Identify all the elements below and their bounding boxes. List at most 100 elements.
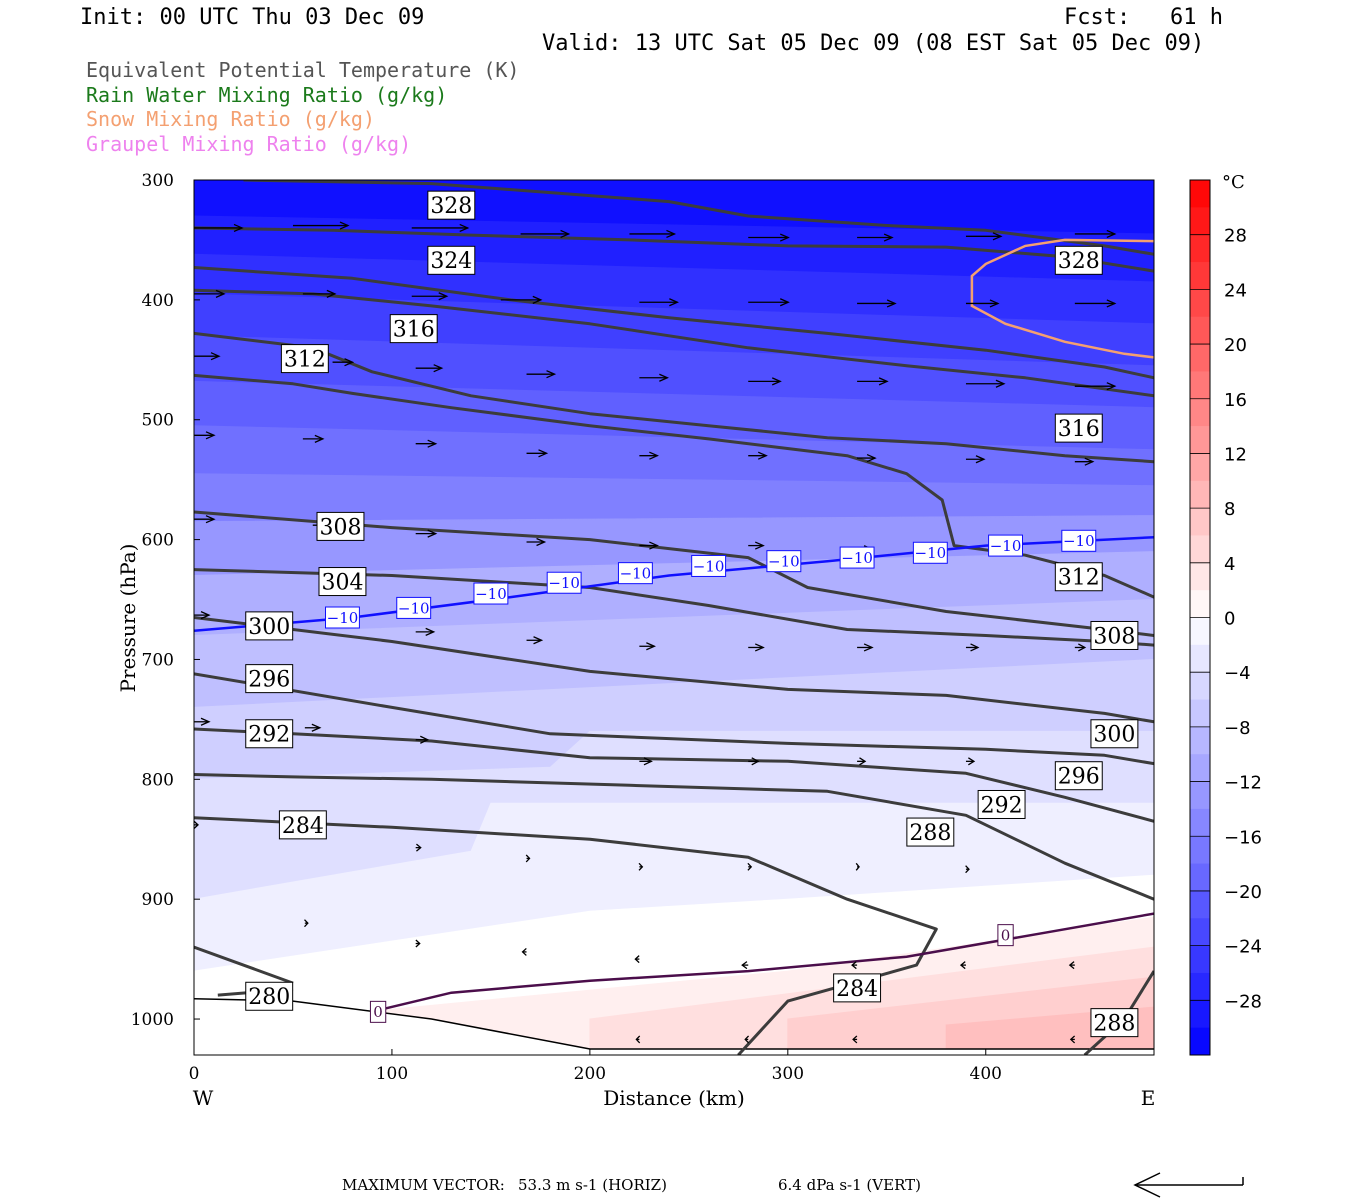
theta-e-contour-324 bbox=[194, 226, 1154, 273]
svg-text:308: 308 bbox=[1093, 624, 1135, 649]
svg-text:288: 288 bbox=[1093, 1012, 1135, 1037]
svg-text:−10: −10 bbox=[548, 574, 580, 592]
wind-vector bbox=[1074, 643, 1087, 652]
y-tick-label: 1000 bbox=[131, 1010, 174, 1030]
svg-text:284: 284 bbox=[836, 977, 878, 1002]
theta-e-contour-296 bbox=[194, 568, 1154, 647]
svg-text:316: 316 bbox=[393, 318, 435, 343]
wind-vector bbox=[965, 379, 1006, 388]
wind-vector bbox=[959, 961, 966, 970]
colorbar-segment bbox=[1190, 808, 1210, 837]
svg-text:−10: −10 bbox=[620, 565, 652, 583]
colorbar-segment bbox=[1190, 918, 1210, 947]
isotherm-label: −10 bbox=[839, 546, 875, 569]
colorbar: 28 24 20 16 12 8 4 0 −4 −8 −12 −16 −20 −24 −28 °C bbox=[1189, 172, 1262, 1056]
wind-vector bbox=[526, 537, 547, 547]
plot-frame bbox=[193, 179, 1155, 1056]
wind-vector bbox=[194, 431, 216, 440]
wind-vector bbox=[639, 373, 669, 382]
svg-text:292: 292 bbox=[981, 793, 1023, 818]
theta-e-label: 304 bbox=[318, 567, 367, 597]
wind-vector bbox=[857, 643, 874, 652]
wind-vector bbox=[639, 757, 653, 766]
wind-vector bbox=[857, 377, 889, 386]
colorbar-tick-label: 16 bbox=[1224, 390, 1247, 411]
theta-e-label: 316 bbox=[389, 314, 438, 344]
isotherm-label: 0 bbox=[997, 924, 1014, 947]
isotherm-label: −10 bbox=[912, 541, 948, 564]
x-axis-label: Distance (km) bbox=[603, 1086, 745, 1110]
theta-e-contour-272 bbox=[194, 945, 294, 985]
wind-vector bbox=[194, 289, 226, 298]
wind-vector bbox=[965, 455, 986, 464]
colorbar-segment bbox=[1190, 398, 1210, 427]
colorbar-segment bbox=[1190, 289, 1210, 318]
colorbar-segment bbox=[1190, 1000, 1210, 1029]
below-ground bbox=[194, 998, 1154, 1055]
y-tick-label: 700 bbox=[142, 650, 174, 670]
wind-vector bbox=[194, 515, 216, 524]
wind-vector bbox=[1074, 382, 1117, 391]
theta-e-label: 312 bbox=[280, 344, 329, 374]
theta-e-label: 300 bbox=[245, 611, 294, 641]
theta-e-label: 288 bbox=[1090, 1008, 1139, 1038]
wind-vector bbox=[500, 295, 543, 304]
wind-vector bbox=[852, 1035, 858, 1044]
svg-text:328: 328 bbox=[430, 194, 472, 219]
theta-e-label: 284 bbox=[278, 810, 327, 840]
theta-e-contour-312 bbox=[194, 288, 1154, 398]
temp-band bbox=[194, 293, 1154, 367]
svg-text:288: 288 bbox=[909, 821, 951, 846]
svg-text:284: 284 bbox=[282, 814, 324, 839]
wind-vector bbox=[965, 865, 970, 874]
svg-text:−10: −10 bbox=[1063, 532, 1095, 550]
wind-vector bbox=[302, 434, 325, 443]
theta-e-label: 292 bbox=[977, 789, 1026, 819]
legend-graupel: Graupel Mixing Ratio (g/kg) bbox=[86, 132, 412, 156]
colorbar-segment bbox=[1190, 426, 1210, 454]
svg-text:300: 300 bbox=[248, 615, 290, 640]
wind-vector bbox=[304, 919, 309, 928]
colorbar-tick-label: −28 bbox=[1224, 991, 1262, 1012]
theta-e-label: 280 bbox=[245, 981, 294, 1011]
legend-snow: Snow Mixing Ratio (g/kg) bbox=[86, 107, 375, 131]
isotherm-label: −10 bbox=[396, 596, 432, 619]
svg-text:324: 324 bbox=[430, 249, 472, 274]
theta-e-label: 284 bbox=[833, 973, 882, 1003]
wind-vector bbox=[415, 843, 422, 852]
max-vector-vert: 6.4 dPa s-1 (VERT) bbox=[778, 1176, 921, 1194]
wind-vector bbox=[744, 1035, 750, 1044]
wind-vector bbox=[521, 947, 527, 956]
colorbar-tick-label: −8 bbox=[1224, 718, 1251, 739]
wind-vector bbox=[1069, 1035, 1076, 1044]
svg-text:292: 292 bbox=[248, 723, 290, 748]
wind-vector bbox=[857, 233, 894, 242]
theta-e-contour-288 bbox=[194, 672, 1154, 766]
wind-vector bbox=[415, 364, 444, 373]
svg-text:308: 308 bbox=[319, 515, 361, 540]
theta-e-contour-292 bbox=[194, 616, 1154, 724]
theta-e-contour-284 bbox=[194, 727, 1154, 823]
svg-text:280: 280 bbox=[248, 985, 290, 1010]
wind-vector bbox=[639, 298, 679, 307]
wind-vector bbox=[857, 757, 867, 766]
colorbar-segment bbox=[1190, 453, 1210, 482]
theta-e-contour-300 bbox=[194, 510, 1154, 637]
svg-text:316: 316 bbox=[1058, 417, 1100, 442]
isotherm-label: −10 bbox=[766, 550, 802, 573]
east-label: E bbox=[1141, 1086, 1156, 1110]
temp-band bbox=[194, 380, 1154, 451]
colorbar-segment bbox=[1190, 863, 1210, 892]
colorbar-segment bbox=[1190, 180, 1210, 208]
isotherm-zero bbox=[375, 912, 1154, 1012]
wind-vector bbox=[855, 862, 860, 871]
wind-vector bbox=[415, 939, 421, 948]
isotherm-label: −10 bbox=[1061, 529, 1097, 552]
wind-vector bbox=[629, 229, 677, 239]
y-tick-label: 400 bbox=[142, 291, 174, 311]
forecast-hour: Fcst: 61 h bbox=[1064, 5, 1223, 30]
y-tick-label: 300 bbox=[142, 171, 174, 191]
isotherm-label: −10 bbox=[325, 606, 360, 629]
wind-vector bbox=[526, 449, 549, 458]
y-axis-label: Pressure (hPa) bbox=[116, 544, 140, 693]
